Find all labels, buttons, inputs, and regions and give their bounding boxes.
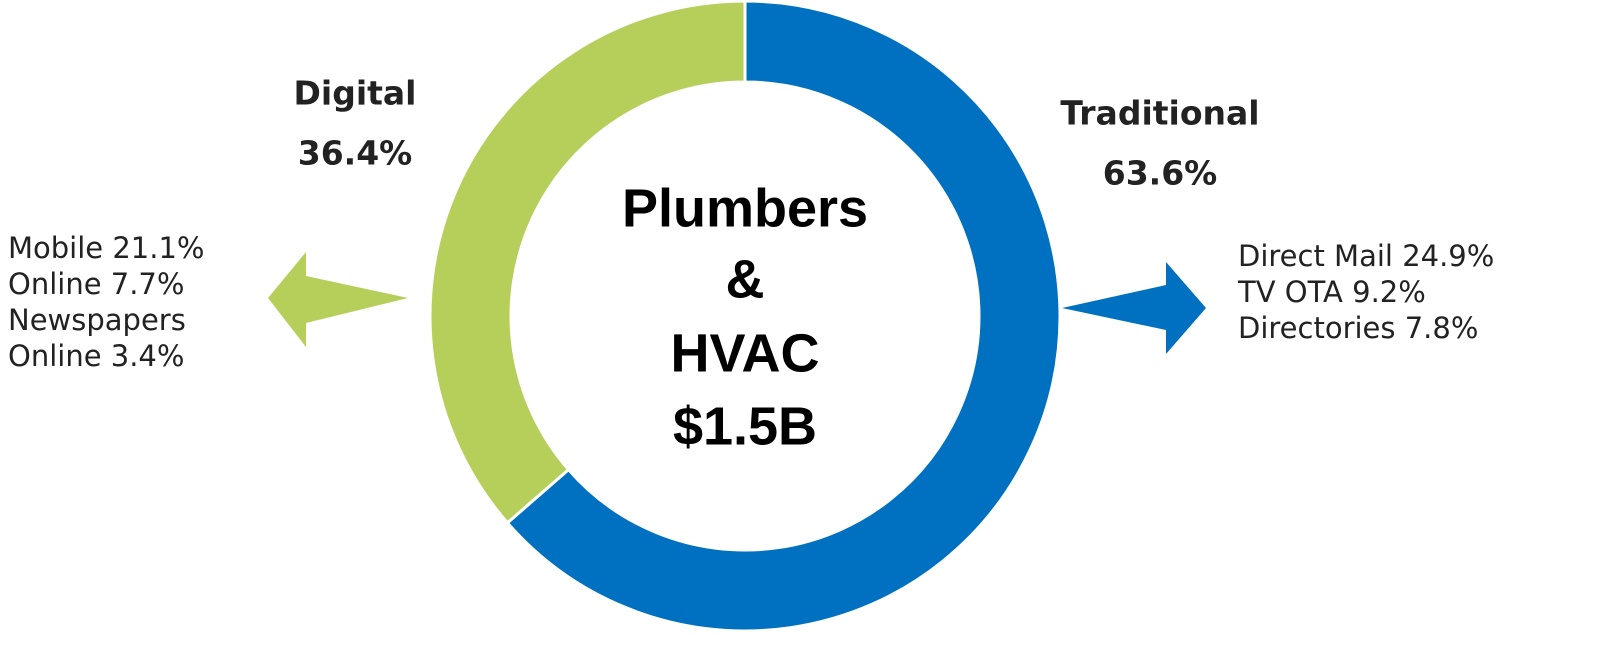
item-name: Online bbox=[8, 267, 102, 301]
item-value: 7.7% bbox=[110, 267, 185, 301]
item-value: 21.1% bbox=[112, 231, 205, 265]
center-label: & bbox=[726, 249, 765, 309]
center-label: HVAC bbox=[670, 323, 819, 383]
item-value: 3.4% bbox=[110, 339, 185, 373]
breakdown-item: Direct Mail 24.9% bbox=[1238, 238, 1598, 274]
item-name: Mobile bbox=[8, 231, 104, 265]
item-value: 9.2% bbox=[1352, 275, 1426, 309]
item-name: TV OTA bbox=[1238, 275, 1343, 309]
center-label: Plumbers bbox=[622, 178, 868, 238]
breakdown-item: TV OTA 9.2% bbox=[1238, 274, 1598, 310]
breakdown-item: Online 7.7% bbox=[8, 266, 263, 302]
item-value: 24.9% bbox=[1402, 239, 1495, 273]
value-label: 63.6% bbox=[1103, 154, 1218, 193]
traditional-arrow bbox=[1062, 262, 1206, 354]
breakdown-item: Directories 7.8% bbox=[1238, 310, 1598, 346]
item-name: Directories bbox=[1238, 311, 1396, 345]
item-name: Direct Mail bbox=[1238, 239, 1393, 273]
breakdown-item: Newspapers Online 3.4% bbox=[8, 302, 263, 374]
value-label: 36.4% bbox=[298, 134, 413, 173]
item-value: 7.8% bbox=[1404, 311, 1479, 345]
center-label: $1.5B bbox=[673, 396, 817, 456]
digital-arrow bbox=[268, 252, 408, 347]
item-name: Newspapers Online bbox=[8, 303, 186, 373]
traditional-breakdown: Direct Mail 24.9% TV OTA 9.2% Directories … bbox=[1238, 238, 1598, 346]
category-label: Digital bbox=[294, 74, 417, 113]
breakdown-item: Mobile 21.1% bbox=[8, 230, 263, 266]
donut-slice bbox=[505, 0, 1062, 633]
digital-breakdown: Mobile 21.1% Online 7.7% Newspapers Online… bbox=[8, 230, 263, 374]
category-label: Traditional bbox=[1060, 94, 1259, 133]
donut-slice bbox=[428, 0, 747, 525]
